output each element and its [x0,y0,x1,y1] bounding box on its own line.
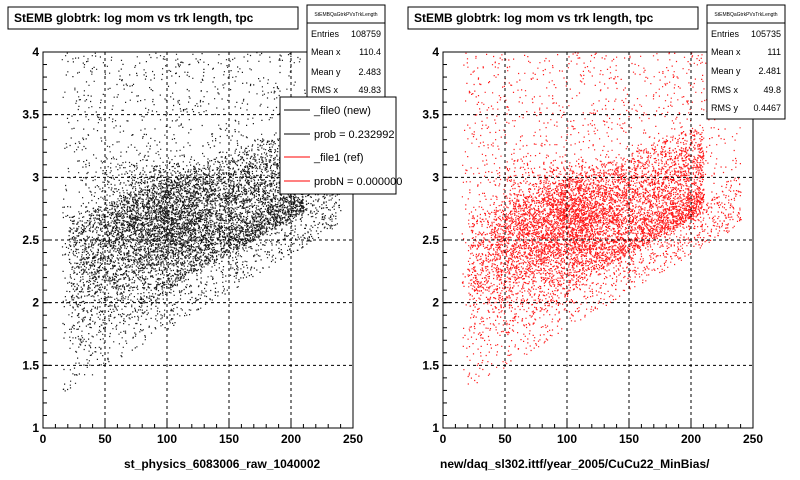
right-stats-label-0: Entries [711,29,740,39]
left-x-tick-label-3: 150 [219,432,239,446]
right-x-tick-label-4: 200 [681,432,701,446]
right-stats-box: StEMBQaGtrkPVsTrkLength Entries 105735 M… [706,4,786,120]
left-y-tick-label-1: 1.5 [22,358,39,372]
left-stats-label-1: Mean x [311,47,341,57]
right-x-tick-label-1: 50 [498,432,512,446]
right-stats-value-4: 0.4467 [753,103,781,113]
left-x-tick-label-1: 50 [98,432,112,446]
right-y-tick-label-6: 4 [432,45,439,59]
right-stats-label-1: Mean x [711,47,741,57]
right-stats-value-3: 49.8 [763,85,781,95]
right-y-tick-label-3: 2.5 [422,233,439,247]
left-stats-value-2: 2.483 [358,67,381,77]
legend-label-2: _file1 (ref) [313,152,364,164]
left-y-tick-label-5: 3.5 [22,108,39,122]
right-histogram-panel: StEMB globtrk: log mom vs trk length, tp… [407,4,786,471]
right-y-tick-label-4: 3 [432,170,439,184]
left-stats-label-2: Mean y [311,67,341,77]
left-stats-value-3: 49.83 [358,85,381,95]
right-stats-label-4: RMS y [711,103,739,113]
right-title-box [407,6,699,30]
right-y-tick-label-1: 1.5 [422,358,439,372]
left-stats-box: StEMBQaGtrkPVsTrkLength Entries 108759 M… [306,4,386,102]
right-x-tick-label-0: 0 [440,432,447,446]
left-histogram-panel: StEMB globtrk: log mom vs trk length, tp… [7,4,402,471]
right-grid [443,52,753,428]
left-scatter-points [61,52,342,392]
left-x-tick-label-0: 0 [40,432,47,446]
right-stats-value-0: 105735 [751,29,781,39]
legend-label-0: _file0 (new) [313,105,371,117]
right-x-axis-label: new/daq_sl302.ittf/year_2005/CuCu22_MinB… [440,457,710,471]
left-stats-header: StEMBQaGtrkPVsTrkLength [314,12,377,18]
right-stats-header: StEMBQaGtrkPVsTrkLength [714,12,777,18]
right-y-tick-label-2: 2 [432,296,439,310]
left-axes: 0 50 100 150 200 250 1 1.5 2 2.5 3 3.5 4 [22,45,363,446]
left-y-tick-label-3: 2.5 [22,233,39,247]
left-y-tick-label-2: 2 [32,296,39,310]
legend-label-1: prob = 0.232992 [314,129,394,141]
left-y-tick-label-0: 1 [32,421,39,435]
left-y-tick-label-6: 4 [32,45,39,59]
right-x-tick-label-3: 150 [619,432,639,446]
left-stats-label-0: Entries [311,29,340,39]
right-chart-title: StEMB globtrk: log mom vs trk length, tp… [414,11,654,25]
right-y-tick-label-5: 3.5 [422,108,439,122]
left-stats-label-3: RMS x [311,85,339,95]
legend-label-3: probN = 0.000000 [314,176,402,188]
left-scatter-cloud [61,52,342,392]
right-axes: 0 50 100 150 200 250 1 1.5 2 2.5 3 3.5 4 [422,45,763,446]
left-x-tick-label-4: 200 [281,432,301,446]
right-x-tick-label-2: 100 [557,432,577,446]
left-chart-title: StEMB globtrk: log mom vs trk length, tp… [14,11,254,25]
left-x-tick-label-2: 100 [157,432,177,446]
legend-box: _file0 (new) prob = 0.232992 _file1 (ref… [279,96,402,195]
right-scatter-points [461,52,742,385]
left-x-tick-label-5: 250 [343,432,363,446]
right-y-tick-label-0: 1 [432,421,439,435]
left-y-tick-label-4: 3 [32,170,39,184]
right-stats-label-3: RMS x [711,85,739,95]
right-scatter-cloud [461,52,742,385]
left-stats-value-0: 108759 [351,29,381,39]
left-title-box [7,6,299,30]
right-stats-value-2: 2.481 [758,66,781,76]
left-stats-value-1: 110.4 [359,47,381,57]
right-stats-label-2: Mean y [711,66,741,76]
right-x-tick-label-5: 250 [743,432,763,446]
right-stats-value-1: 111 [767,47,781,57]
left-x-axis-label: st_physics_6083006_raw_1040002 [124,457,320,471]
